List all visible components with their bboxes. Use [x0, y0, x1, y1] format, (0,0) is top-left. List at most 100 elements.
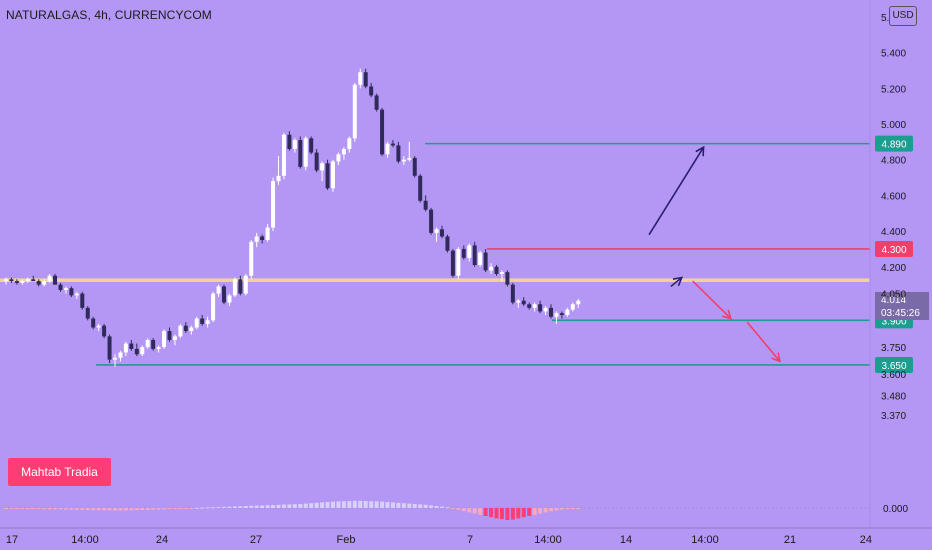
arrows-layer: [648, 145, 781, 363]
oscillator-bar: [363, 501, 368, 508]
time-tick-label: 21: [784, 534, 796, 546]
symbol-title: NATURALGAS, 4h, CURRENCYCOM: [6, 8, 212, 22]
oscillator-bar: [238, 506, 243, 508]
oscillator-bar: [303, 503, 308, 508]
countdown-text: 03:45:26: [881, 308, 920, 319]
oscillator-bar: [20, 508, 25, 509]
oscillator-bar: [538, 508, 543, 514]
candle-body: [494, 266, 499, 274]
candle-body: [42, 281, 47, 285]
candle-body: [287, 134, 292, 149]
projection-arrowhead-1: [672, 276, 684, 287]
candle-body: [434, 229, 439, 233]
candle-body: [113, 357, 117, 360]
candle-body: [178, 325, 183, 337]
oscillator-bar: [227, 506, 232, 508]
time-tick-label: 24: [156, 534, 168, 546]
candle-body: [249, 241, 254, 276]
candle-body: [183, 325, 188, 332]
oscillator-bar: [200, 507, 205, 509]
oscillator-bar: [178, 508, 183, 509]
candle-body: [499, 272, 504, 274]
candle-body: [47, 275, 52, 282]
candle-body: [516, 300, 521, 303]
candle-body: [456, 248, 461, 276]
oscillator-bar: [483, 508, 488, 516]
candle-body: [314, 152, 319, 171]
oscillator-bar: [102, 508, 107, 511]
oscillator-bar: [80, 508, 85, 510]
candle-body: [254, 236, 259, 242]
oscillator-bar: [292, 504, 297, 508]
oscillator-bar: [440, 506, 444, 508]
candle-body: [211, 293, 216, 321]
candle-body: [31, 279, 36, 282]
candle-body: [483, 252, 488, 271]
candle-body: [510, 284, 515, 303]
candle-body: [374, 95, 379, 110]
candle-body: [467, 245, 472, 258]
oscillator-bar: [194, 507, 199, 509]
candle-body: [390, 143, 395, 146]
time-tick-label: Feb: [337, 534, 356, 546]
oscillator-bar: [167, 508, 172, 510]
candle-body: [532, 304, 537, 308]
level-tag-3.650: [875, 356, 913, 373]
candle-body: [4, 279, 8, 282]
candle-body: [385, 143, 390, 155]
candle-body: [20, 281, 25, 283]
oscillator-bar: [516, 508, 521, 519]
oscillator-bar: [58, 508, 63, 510]
oscillator-bar: [320, 502, 325, 508]
candle-body: [194, 318, 199, 328]
candle-body: [140, 347, 145, 355]
oscillator-bar: [505, 508, 510, 520]
oscillator-bar: [527, 508, 532, 516]
price-tick-label: 4.400: [881, 227, 906, 238]
candle-body: [238, 279, 243, 294]
candle-body: [232, 279, 237, 296]
oscillator-bar: [156, 508, 161, 510]
oscillator-bar: [445, 507, 450, 509]
candle-body: [472, 245, 477, 266]
oscillator-bar: [42, 508, 47, 510]
candle-body: [549, 307, 553, 317]
oscillator-bar: [183, 508, 188, 509]
candle-body: [80, 293, 85, 308]
oscillator-bar: [216, 507, 221, 508]
candle-body: [559, 313, 564, 315]
oscillator-bar: [69, 508, 74, 510]
oscillator-bar: [396, 502, 401, 508]
price-tick-label: 4.050: [881, 290, 906, 301]
candle-body: [227, 295, 232, 303]
oscillator-bar: [9, 508, 14, 509]
price-tick-label: 3.370: [881, 411, 906, 422]
oscillator-bar: [14, 508, 19, 509]
oscillator-bar: [162, 508, 167, 510]
currency-selector[interactable]: USD: [889, 6, 917, 26]
projection-arrowhead-3: [771, 352, 781, 363]
candle-body: [205, 320, 210, 324]
price-tick-label: 4.600: [881, 191, 906, 202]
oscillator-bar: [298, 504, 303, 508]
oscillator-bar: [341, 501, 346, 508]
oscillator-bar: [380, 501, 385, 508]
oscillator-bar: [254, 505, 259, 508]
candle-body: [74, 293, 79, 296]
candle-body: [63, 288, 68, 291]
oscillator-bar: [4, 508, 8, 509]
candle-body: [429, 209, 434, 233]
projection-arrow-3: [746, 321, 781, 362]
oscillator-bar: [499, 508, 504, 520]
oscillator-bar: [53, 508, 58, 510]
price-tick-label: 5.000: [881, 120, 906, 131]
oscillator-bar: [390, 502, 395, 508]
candle-body: [554, 313, 559, 317]
candle-body: [298, 140, 303, 167]
oscillator-bar: [232, 506, 237, 508]
oscillator-bar: [565, 508, 570, 510]
candle-body: [69, 288, 74, 296]
time-tick-label: 14:00: [534, 534, 562, 546]
